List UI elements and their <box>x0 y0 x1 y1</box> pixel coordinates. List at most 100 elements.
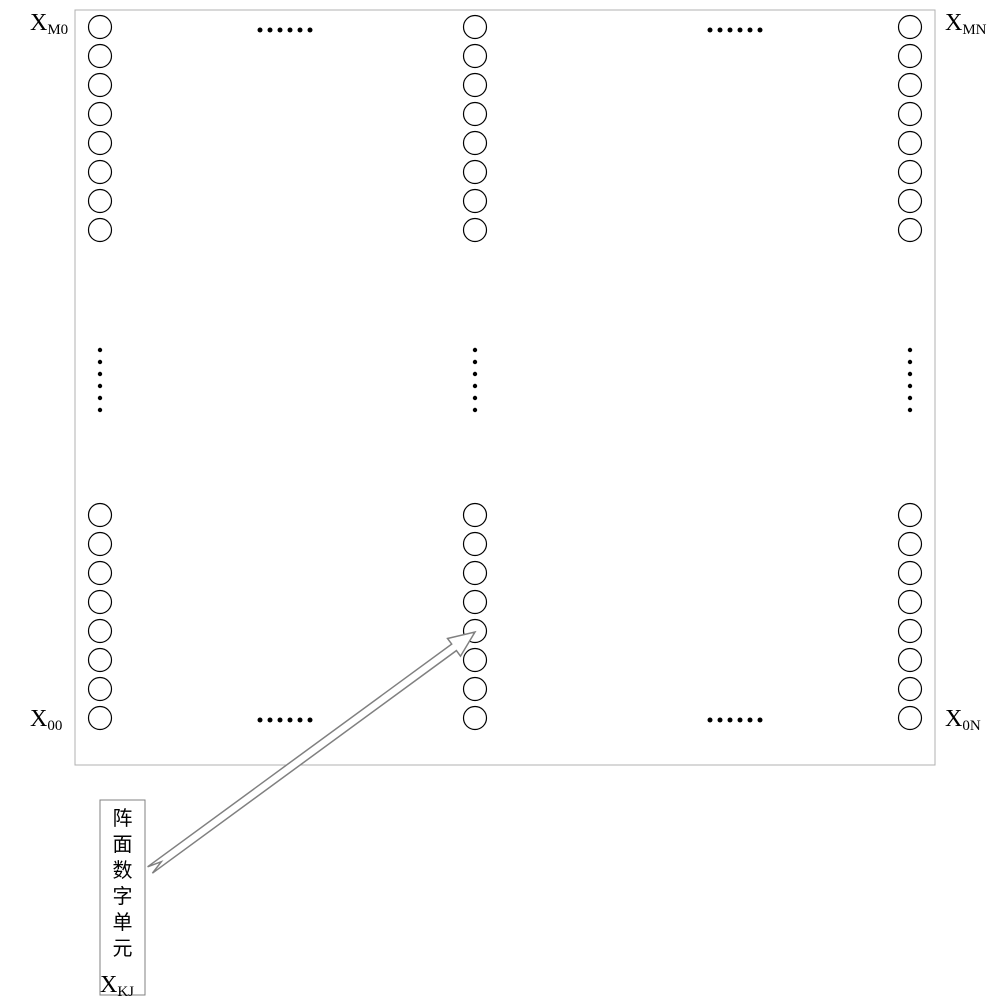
ellipsis-dot <box>473 372 477 376</box>
array-element-circle <box>89 219 112 242</box>
array-element-circle <box>464 161 487 184</box>
ellipsis-dot <box>738 718 743 723</box>
array-element-circle <box>899 103 922 126</box>
array-element-circle <box>89 649 112 672</box>
array-element-circle <box>464 591 487 614</box>
ellipsis-dot <box>268 28 273 33</box>
ellipsis-dot <box>758 28 763 33</box>
legend-text-line: 数 <box>113 859 133 882</box>
ellipsis-dot <box>908 408 912 412</box>
ellipsis-dot <box>268 718 273 723</box>
array-element-circle <box>899 219 922 242</box>
array-element-circle <box>464 16 487 39</box>
legend-text-line: 阵 <box>113 807 133 830</box>
array-element-circle <box>89 591 112 614</box>
legend-text-line: 字 <box>113 885 133 908</box>
array-element-circle <box>899 504 922 527</box>
ellipsis-dot <box>473 360 477 364</box>
ellipsis-dot <box>908 372 912 376</box>
legend-subscript-label: XKJ <box>100 972 134 1000</box>
array-element-circle <box>899 562 922 585</box>
ellipsis-dot <box>288 718 293 723</box>
array-element-circle <box>464 219 487 242</box>
ellipsis-dot <box>708 28 713 33</box>
array-element-circle <box>89 103 112 126</box>
ellipsis-dot <box>718 28 723 33</box>
legend-text-line: 面 <box>113 834 133 856</box>
ellipsis-dot <box>908 360 912 364</box>
ellipsis-dot <box>758 718 763 723</box>
legend-text-line: 单 <box>113 911 133 934</box>
ellipsis-dot <box>748 28 753 33</box>
array-element-circle <box>899 132 922 155</box>
array-element-circle <box>899 707 922 730</box>
array-element-circle <box>464 562 487 585</box>
ellipsis-dot <box>98 360 102 364</box>
ellipsis-dot <box>98 372 102 376</box>
array-element-circle <box>464 533 487 556</box>
corner-label-bottom-right: X0N <box>945 706 981 734</box>
array-element-circle <box>464 649 487 672</box>
array-element-circle <box>464 678 487 701</box>
array-element-circle <box>89 16 112 39</box>
ellipsis-dot <box>98 384 102 388</box>
ellipsis-dot <box>308 28 313 33</box>
ellipsis-dot <box>718 718 723 723</box>
array-element-circle <box>899 190 922 213</box>
grid-box <box>75 10 935 765</box>
diagram-canvas: XM0XMNX00X0N阵面数字单元XKJ <box>0 0 989 1000</box>
array-element-circle <box>464 45 487 68</box>
array-element-circle <box>89 190 112 213</box>
array-element-circle <box>899 649 922 672</box>
array-element-circle <box>899 620 922 643</box>
ellipsis-dot <box>708 718 713 723</box>
array-element-circle <box>89 533 112 556</box>
ellipsis-dot <box>738 28 743 33</box>
array-element-circle <box>89 678 112 701</box>
array-element-circle <box>89 504 112 527</box>
ellipsis-dot <box>278 28 283 33</box>
array-element-circle <box>464 103 487 126</box>
array-element-circle <box>899 16 922 39</box>
ellipsis-dot <box>298 28 303 33</box>
ellipsis-dot <box>908 396 912 400</box>
array-element-circle <box>899 533 922 556</box>
ellipsis-dot <box>748 718 753 723</box>
corner-label-bottom-left: X00 <box>30 706 62 734</box>
array-element-circle <box>89 161 112 184</box>
ellipsis-dot <box>258 718 263 723</box>
array-element-circle <box>899 591 922 614</box>
pointer-arrow <box>148 632 475 873</box>
ellipsis-dot <box>728 718 733 723</box>
array-element-circle <box>89 707 112 730</box>
ellipsis-dot <box>473 408 477 412</box>
ellipsis-dot <box>288 28 293 33</box>
ellipsis-dot <box>258 28 263 33</box>
array-element-circle <box>89 132 112 155</box>
ellipsis-dot <box>98 348 102 352</box>
array-element-circle <box>899 161 922 184</box>
ellipsis-dot <box>473 396 477 400</box>
ellipsis-dot <box>473 348 477 352</box>
array-element-circle <box>464 504 487 527</box>
corner-label-top-right: XMN <box>945 10 987 38</box>
array-element-circle <box>899 678 922 701</box>
array-element-circle <box>89 74 112 97</box>
array-element-circle <box>464 707 487 730</box>
ellipsis-dot <box>298 718 303 723</box>
array-element-circle <box>89 620 112 643</box>
ellipsis-dot <box>98 396 102 400</box>
array-element-circle <box>464 132 487 155</box>
ellipsis-dot <box>728 28 733 33</box>
legend-text-line: 元 <box>113 938 133 960</box>
ellipsis-dot <box>308 718 313 723</box>
ellipsis-dot <box>98 408 102 412</box>
ellipsis-dot <box>473 384 477 388</box>
ellipsis-dot <box>278 718 283 723</box>
array-element-circle <box>464 190 487 213</box>
ellipsis-dot <box>908 384 912 388</box>
array-element-circle <box>89 45 112 68</box>
ellipsis-dot <box>908 348 912 352</box>
array-element-circle <box>899 45 922 68</box>
array-element-circle <box>89 562 112 585</box>
